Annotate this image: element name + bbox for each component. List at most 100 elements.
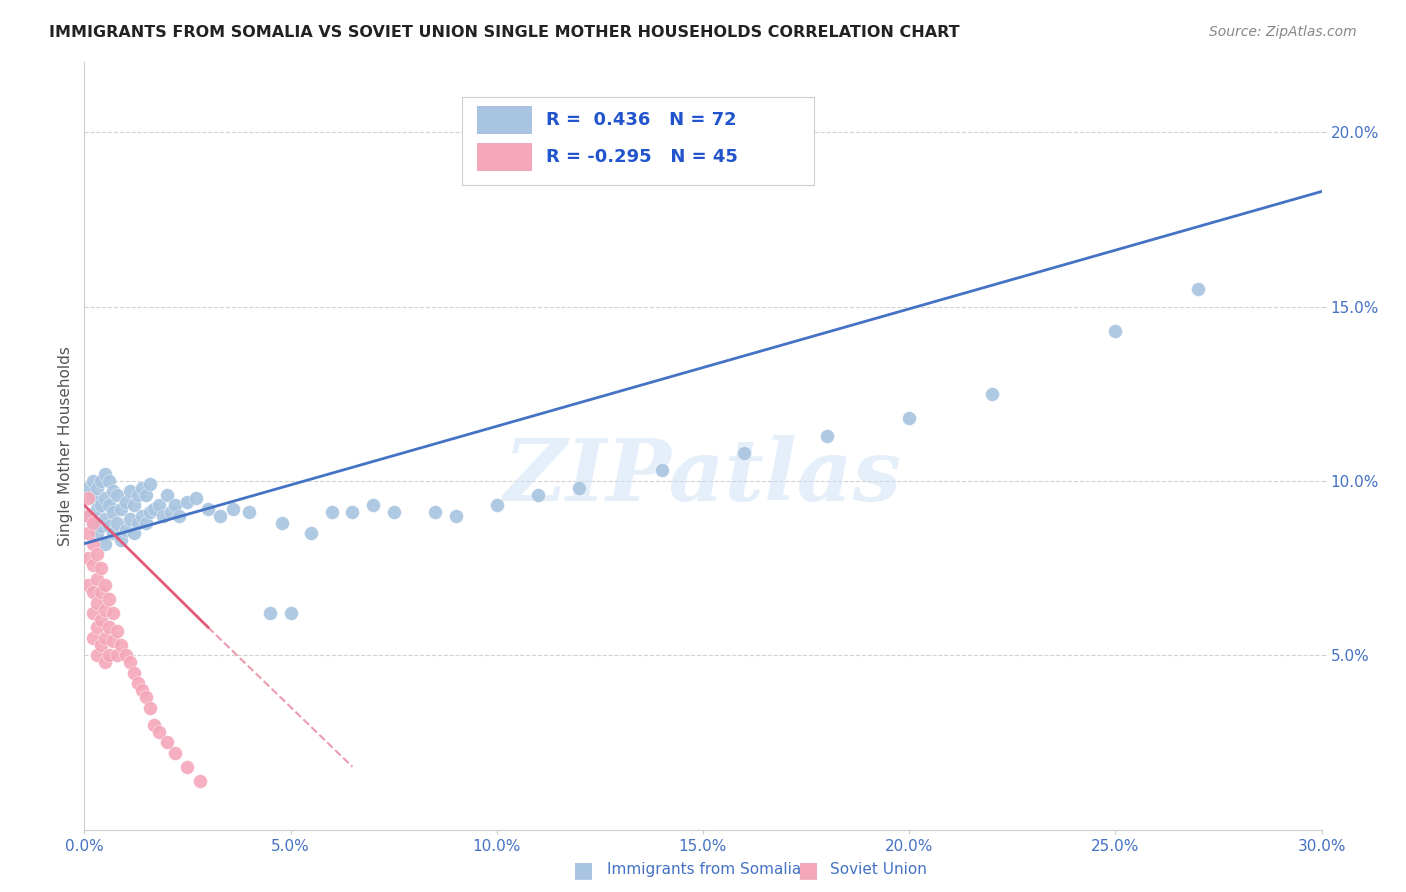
Point: [105, 624, 128, 638]
Point: [1104, 324, 1126, 338]
Point: [980, 386, 1002, 401]
Point: [86, 501, 108, 516]
Point: [165, 746, 187, 760]
Point: [77, 481, 100, 495]
Point: [77, 550, 100, 565]
Point: [165, 498, 187, 512]
Point: [733, 446, 755, 460]
Point: [568, 481, 591, 495]
FancyBboxPatch shape: [477, 143, 533, 170]
Point: [118, 512, 141, 526]
Point: [1187, 282, 1209, 296]
Text: ZIPatlas: ZIPatlas: [503, 435, 903, 518]
Point: [98, 620, 121, 634]
Text: ■: ■: [574, 860, 593, 880]
Point: [280, 607, 302, 621]
Point: [160, 505, 183, 519]
Point: [86, 547, 108, 561]
Point: [342, 505, 364, 519]
Point: [86, 572, 108, 586]
Point: [184, 491, 207, 506]
Point: [77, 508, 100, 523]
Point: [110, 501, 132, 516]
Point: [94, 655, 117, 669]
Point: [90, 519, 112, 533]
Point: [143, 718, 166, 732]
Point: [110, 533, 132, 548]
Point: [82, 536, 104, 550]
Point: [651, 463, 673, 477]
Point: [167, 508, 190, 523]
Point: [156, 488, 179, 502]
Point: [82, 585, 104, 599]
Point: [94, 578, 117, 592]
Point: [82, 516, 104, 530]
Point: [90, 613, 112, 627]
Y-axis label: Single Mother Households: Single Mother Households: [58, 346, 73, 546]
Text: Source: ZipAtlas.com: Source: ZipAtlas.com: [1209, 25, 1357, 39]
Point: [114, 523, 136, 537]
Point: [94, 603, 117, 617]
Point: [94, 631, 117, 645]
Point: [176, 760, 198, 774]
Point: [86, 596, 108, 610]
Point: [259, 607, 281, 621]
Point: [98, 592, 121, 607]
Point: [86, 481, 108, 495]
Point: [122, 526, 145, 541]
Point: [82, 631, 104, 645]
Point: [77, 526, 100, 541]
Point: [188, 773, 211, 788]
Point: [98, 648, 121, 663]
Point: [135, 690, 157, 704]
FancyBboxPatch shape: [477, 106, 533, 134]
Point: [485, 498, 508, 512]
Point: [82, 516, 104, 530]
Point: [82, 607, 104, 621]
Text: R =  0.436   N = 72: R = 0.436 N = 72: [546, 111, 737, 129]
Text: R = -0.295   N = 45: R = -0.295 N = 45: [546, 148, 738, 166]
Point: [148, 725, 170, 739]
Point: [94, 491, 117, 506]
Point: [139, 505, 162, 519]
Point: [135, 516, 157, 530]
Point: [98, 474, 121, 488]
Point: [321, 505, 343, 519]
Point: [382, 505, 405, 519]
Point: [86, 526, 108, 541]
Point: [105, 516, 128, 530]
Point: [127, 516, 149, 530]
Point: [98, 519, 121, 533]
Point: [139, 700, 162, 714]
Text: Soviet Union: Soviet Union: [830, 863, 927, 877]
Point: [103, 607, 125, 621]
Point: [103, 526, 125, 541]
Point: [271, 516, 294, 530]
Point: [90, 498, 112, 512]
FancyBboxPatch shape: [461, 97, 814, 186]
Point: [299, 526, 322, 541]
Point: [110, 638, 132, 652]
Point: [222, 501, 245, 516]
Point: [82, 491, 104, 506]
Point: [238, 505, 260, 519]
Point: [197, 501, 219, 516]
Text: ■: ■: [799, 860, 818, 880]
Point: [127, 488, 149, 502]
Point: [114, 495, 136, 509]
Point: [77, 491, 100, 506]
Point: [103, 505, 125, 519]
Point: [86, 620, 108, 634]
Point: [82, 558, 104, 572]
Point: [127, 676, 149, 690]
Point: [131, 508, 153, 523]
Point: [98, 498, 121, 512]
Point: [176, 495, 198, 509]
Point: [118, 655, 141, 669]
Point: [209, 508, 232, 523]
Point: [90, 585, 112, 599]
Point: [361, 498, 384, 512]
Point: [131, 481, 153, 495]
Point: [135, 488, 157, 502]
Point: [105, 488, 128, 502]
